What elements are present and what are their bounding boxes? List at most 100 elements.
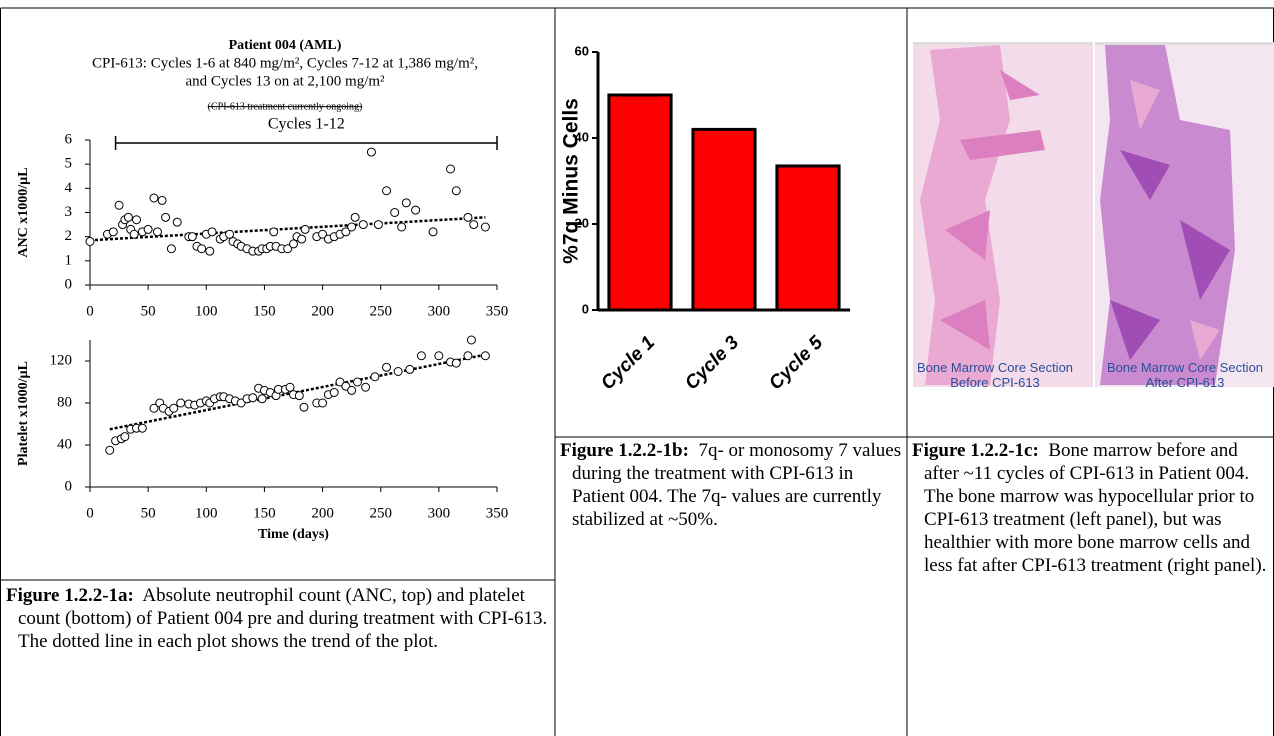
caption: Figure 1.2.2-1c: Bone marrow before and … — [912, 439, 1272, 577]
y-tick-label: 0 — [65, 276, 73, 292]
x-tick-label: 100 — [195, 303, 218, 319]
point — [86, 238, 94, 246]
point — [258, 395, 266, 403]
point — [374, 221, 382, 229]
point — [330, 389, 338, 397]
point — [226, 230, 234, 238]
x-tick-label: 250 — [369, 303, 392, 319]
x-tick-label: 0 — [86, 303, 94, 319]
point — [206, 247, 214, 255]
point — [467, 336, 475, 344]
point — [348, 386, 356, 394]
point — [177, 399, 185, 407]
y-tick-label: 80 — [57, 394, 72, 410]
point — [371, 373, 379, 381]
chart-title: Patient 004 (AML) — [229, 38, 342, 53]
y-tick-label: 5 — [65, 156, 73, 172]
point — [298, 235, 306, 243]
point — [130, 230, 138, 238]
x-tick-label: 300 — [428, 303, 451, 319]
point — [464, 352, 472, 360]
point — [383, 363, 391, 371]
point — [208, 228, 216, 236]
point — [452, 359, 460, 367]
point — [153, 228, 161, 236]
point — [115, 201, 123, 209]
point — [435, 352, 443, 360]
point — [412, 206, 420, 214]
image-caption: Bone Marrow Core Section Before CPI-613 — [910, 360, 1080, 390]
annotation-label: Cycles 1-12 — [268, 116, 345, 133]
caption-label: Figure 1.2.2-1b: — [560, 440, 689, 461]
x-tick-label: 350 — [486, 303, 509, 319]
bar — [609, 95, 671, 310]
point — [249, 394, 257, 402]
caption: Figure 1.2.2-1b: 7q- or monosomy 7 value… — [560, 439, 905, 531]
point — [353, 378, 361, 386]
caption-label: Figure 1.2.2-1a: — [6, 585, 134, 606]
point — [362, 383, 370, 391]
point — [188, 233, 196, 241]
point — [270, 228, 278, 236]
y-tick-label: 6 — [65, 131, 73, 147]
page: 0 1 2 3 4 5 6 0 50 100 150 200 250 300 350 ANC x1000/µL… — [0, 0, 1274, 736]
point — [162, 213, 170, 221]
x-tick-label: 150 — [253, 303, 276, 319]
y-axis-label: Platelet x1000/µL — [16, 361, 31, 466]
caption-label: Figure 1.2.2-1c: — [912, 440, 1039, 461]
point — [301, 225, 309, 233]
point — [109, 228, 117, 236]
y-tick-label: 0 — [65, 478, 73, 494]
point — [383, 187, 391, 195]
point — [391, 209, 399, 217]
x-tick-label: 200 — [311, 505, 334, 521]
point — [319, 399, 327, 407]
point — [348, 223, 356, 231]
point — [359, 221, 367, 229]
histology-after — [1095, 42, 1274, 387]
y-tick-label: 2 — [65, 228, 73, 244]
y-tick-label: 1 — [65, 252, 73, 268]
note: (CPI-613 treatment currently ongoing) — [208, 101, 363, 112]
x-tick-label: 100 — [195, 505, 218, 521]
point — [158, 196, 166, 204]
point — [398, 223, 406, 231]
point — [170, 404, 178, 412]
point — [198, 245, 206, 253]
point — [429, 228, 437, 236]
x-tick-label: 300 — [428, 505, 451, 521]
point — [167, 245, 175, 253]
point — [121, 433, 129, 441]
x-tick-label: Cycle 5 — [765, 332, 827, 394]
x-axis-label: Time (days) — [258, 527, 329, 542]
y-tick-label: 120 — [50, 352, 73, 368]
histology-before — [913, 42, 1093, 387]
x-tick-label: 250 — [369, 505, 392, 521]
point — [295, 392, 303, 400]
x-tick-label: Cycle 3 — [681, 332, 743, 394]
point — [150, 194, 158, 202]
point — [286, 383, 294, 391]
point — [481, 223, 489, 231]
point — [367, 148, 375, 156]
x-tick-label: 150 — [253, 505, 276, 521]
point — [402, 199, 410, 207]
point — [481, 352, 489, 360]
point — [173, 218, 181, 226]
x-tick-label: 50 — [141, 505, 156, 521]
y-tick-label: 3 — [65, 204, 73, 220]
x-tick-label: 0 — [86, 505, 94, 521]
x-tick-label: 50 — [141, 303, 156, 319]
x-tick-label: 350 — [486, 505, 509, 521]
point — [464, 213, 472, 221]
point — [446, 165, 454, 173]
y-axis-label: ANC x1000/µL — [16, 167, 31, 257]
point — [124, 213, 132, 221]
point — [300, 403, 308, 411]
point — [417, 352, 425, 360]
y-axis-label: %7q Minus Cells — [560, 98, 583, 264]
x-tick-label: Cycle 1 — [597, 332, 659, 394]
point — [351, 213, 359, 221]
chart-subtitle: and Cycles 13 on at 2,100 mg/m² — [185, 73, 385, 89]
y-tick-label: 4 — [65, 180, 73, 196]
